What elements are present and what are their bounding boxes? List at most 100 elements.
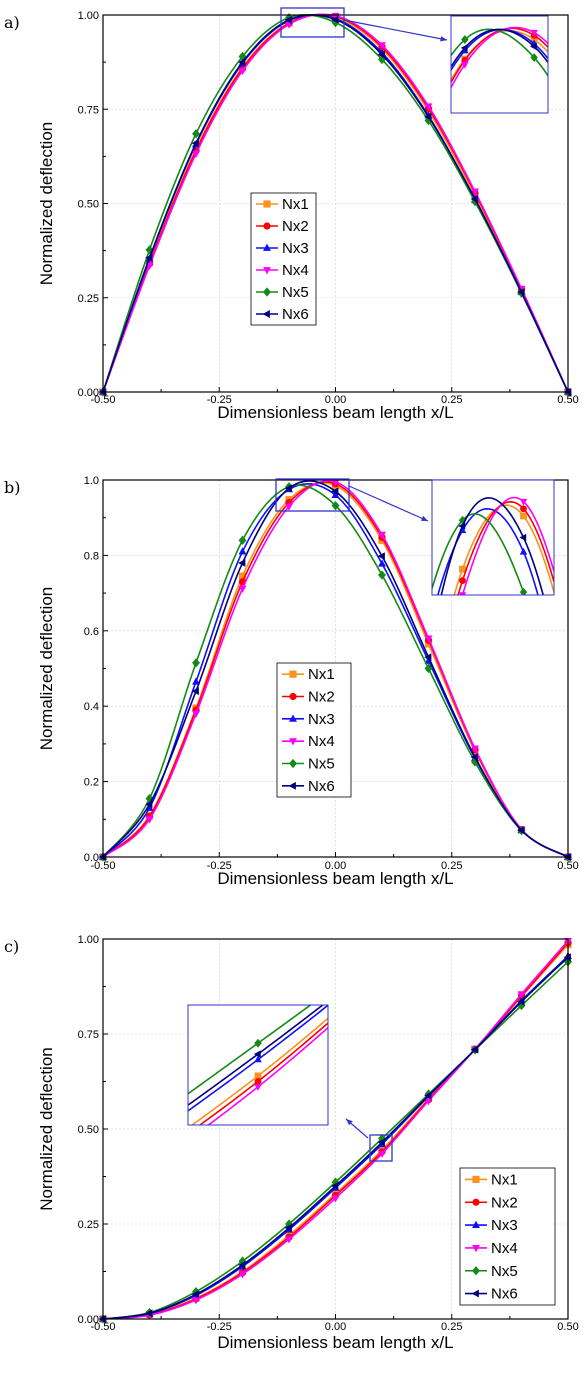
inset-line-nx4 bbox=[461, 496, 554, 595]
chart-panel-2: -0.50 -0.25 0.00 0.25 0.50 0.0 0.2 0.4 0.6 0.8 1.0… bbox=[4, 475, 579, 888]
inset-point-nx6 bbox=[460, 44, 468, 52]
inset-point-nx6 bbox=[519, 533, 527, 542]
y-tick-label: 1.00 bbox=[78, 934, 99, 946]
inset-line-nx1 bbox=[453, 504, 554, 595]
data-point-nx5 bbox=[192, 658, 200, 668]
data-point-nx4 bbox=[145, 816, 154, 824]
legend-marker-nx6 bbox=[471, 1289, 479, 1298]
data-point-nx4 bbox=[471, 188, 479, 196]
panel-label: b) bbox=[4, 478, 20, 497]
data-point-nx4 bbox=[238, 585, 247, 593]
legend-marker-nx4 bbox=[472, 1245, 480, 1253]
inset-line-nx5 bbox=[451, 28, 548, 77]
y-tick-label: 1.0 bbox=[84, 475, 99, 487]
data-point-nx4 bbox=[378, 42, 386, 50]
y-tick-label: 1.00 bbox=[78, 10, 99, 22]
data-point-nx6 bbox=[98, 853, 106, 861]
data-point-nx6 bbox=[238, 58, 246, 67]
data-point-nx5 bbox=[238, 1256, 247, 1266]
data-point-nx4 bbox=[285, 1236, 293, 1244]
data-point-nx6 bbox=[145, 1309, 153, 1318]
data-point-nx6 bbox=[331, 1182, 339, 1190]
data-point-nx6 bbox=[145, 253, 153, 262]
data-point-nx6 bbox=[470, 753, 478, 762]
legend-label-nx1: Nx1 bbox=[282, 196, 309, 213]
data-point-nx6 bbox=[563, 953, 571, 962]
y-tick-label: 0.6 bbox=[84, 626, 99, 638]
legend-marker-nx2 bbox=[472, 1198, 480, 1206]
legend-label-nx4: Nx4 bbox=[308, 733, 335, 750]
zoom-region-box bbox=[275, 478, 350, 512]
x-tick-label: -0.50 bbox=[90, 860, 115, 872]
x-tick-label: 0.50 bbox=[557, 1321, 578, 1333]
legend-marker-nx1 bbox=[289, 670, 297, 678]
data-point-nx4 bbox=[192, 1297, 200, 1305]
data-point-nx4 bbox=[331, 479, 340, 487]
legend-marker-nx3 bbox=[472, 1220, 480, 1228]
data-point-nx5 bbox=[238, 51, 247, 62]
zoom-region-box bbox=[369, 1134, 393, 1162]
inset-point-nx5 bbox=[519, 587, 528, 595]
x-tick-label: 0.00 bbox=[325, 860, 346, 872]
inset-point-nx4 bbox=[461, 61, 469, 69]
legend-marker-nx6 bbox=[262, 310, 270, 318]
inset-point-nx1 bbox=[254, 1072, 262, 1080]
inset-point-nx3 bbox=[519, 547, 528, 555]
data-point-nx4 bbox=[192, 150, 200, 159]
legend-box bbox=[276, 662, 352, 798]
inset-plot bbox=[188, 1005, 328, 1125]
data-point-nx6 bbox=[377, 552, 385, 561]
legend-label-nx3: Nx3 bbox=[491, 1217, 518, 1234]
legend-label-nx3: Nx3 bbox=[282, 240, 309, 257]
y-axis-title: Normalized deflection bbox=[37, 587, 56, 750]
y-tick-label: 0.00 bbox=[78, 1314, 99, 1326]
data-point-nx5 bbox=[331, 1177, 340, 1187]
data-point-nx6 bbox=[377, 50, 385, 59]
legend-marker-nx4 bbox=[263, 267, 271, 275]
y-tick-label: 0.2 bbox=[84, 777, 99, 789]
data-point-nx4 bbox=[238, 1271, 247, 1279]
inset-background bbox=[188, 1005, 328, 1125]
x-tick-label: 0.25 bbox=[441, 860, 462, 872]
inset-line-nx6 bbox=[440, 497, 545, 595]
zoom-arrow bbox=[343, 19, 448, 41]
legend-marker-nx2 bbox=[289, 692, 297, 701]
chart-panel-3: -0.50 -0.25 0.00 0.25 0.50 0.00 0.25 0.50 0.75 1.… bbox=[4, 934, 579, 1352]
legend-label-nx1: Nx1 bbox=[491, 1171, 518, 1188]
data-point-nx3 bbox=[378, 559, 386, 567]
legend-marker-nx6 bbox=[288, 781, 296, 790]
inset-point-nx3 bbox=[254, 1055, 262, 1063]
inset-point-nx4 bbox=[530, 29, 538, 37]
x-tick-label: -0.50 bbox=[90, 394, 115, 406]
inset-point-nx5 bbox=[461, 35, 469, 44]
x-tick-label: -0.25 bbox=[207, 860, 232, 872]
data-point-nx6 bbox=[284, 15, 292, 24]
series-line-nx4 bbox=[102, 940, 569, 1320]
data-point-nx4 bbox=[424, 635, 433, 643]
data-point-nx5 bbox=[145, 245, 154, 255]
y-tick-label: 0.75 bbox=[78, 1029, 99, 1041]
series-line-nx5 bbox=[102, 961, 569, 1320]
zoom-arrow-head bbox=[421, 515, 428, 521]
inset-point-nx4 bbox=[519, 498, 528, 506]
data-point-nx4 bbox=[471, 745, 479, 753]
series-line-nx6 bbox=[102, 956, 569, 1320]
inset-point-nx1 bbox=[520, 512, 527, 520]
data-point-nx5 bbox=[238, 535, 247, 545]
legend: Nx1 Nx2 Nx3 Nx4 Nx5 Nx6 bbox=[459, 1167, 556, 1306]
inset-line-nx2 bbox=[457, 500, 554, 595]
data-point-nx6 bbox=[284, 1223, 292, 1232]
legend: Nx1 Nx2 Nx3 Nx4 Nx5 Nx6 bbox=[250, 192, 317, 326]
inset-point-nx4 bbox=[458, 592, 467, 595]
inset-plot bbox=[451, 26, 548, 88]
data-point-nx5 bbox=[378, 1133, 386, 1144]
legend: Nx1 Nx2 Nx3 Nx4 Nx5 Nx6 bbox=[276, 662, 352, 798]
data-point-nx4 bbox=[285, 503, 293, 511]
data-point-nx5 bbox=[378, 570, 386, 580]
y-tick-label: 0.25 bbox=[78, 293, 99, 305]
data-point-nx6 bbox=[377, 1138, 385, 1147]
inset-line-nx5 bbox=[432, 513, 526, 595]
data-point-nx5 bbox=[285, 1219, 293, 1229]
legend-marker-nx5 bbox=[472, 1266, 480, 1276]
